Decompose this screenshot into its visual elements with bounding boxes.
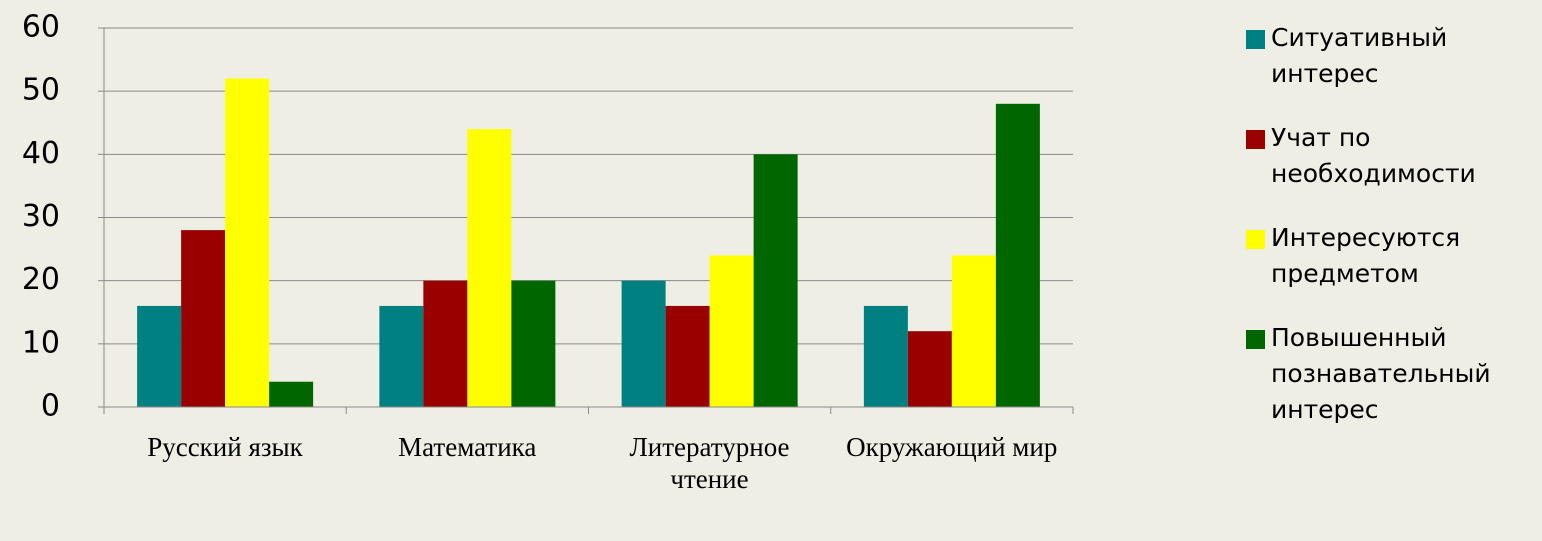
y-tick-label: 50 [22,73,60,108]
x-tick-label: Русский язык [147,432,303,462]
bar [709,255,754,407]
bar [467,129,512,408]
bar [269,381,314,407]
x-tick-label: Окружающий мир [846,432,1058,462]
legend-label: Интересуются предметом [1271,223,1461,288]
y-tick-label: 20 [22,262,60,297]
legend-label: Повышенный познавательный интерес [1271,323,1491,424]
legend: Ситуативный интерес Учат по необходимости… [1246,20,1536,456]
bar [225,78,270,408]
bar [621,280,666,407]
bar [665,305,710,407]
bar [951,255,996,407]
y-tick-label: 40 [22,136,60,171]
legend-swatch [1246,230,1265,249]
legend-swatch [1246,130,1265,149]
legend-entry: Интересуются предметом [1246,220,1536,292]
bar [907,331,952,407]
x-tick-label: Литературное чтение [629,432,790,494]
bar [995,103,1040,408]
legend-entry: Учат по необходимости [1246,120,1536,192]
bar [511,280,556,407]
y-tick-label: 30 [22,199,60,234]
bar [379,305,424,407]
legend-swatch [1246,30,1265,49]
legend-swatch [1246,330,1265,349]
legend-label: Учат по необходимости [1271,123,1476,188]
y-tick-label: 60 [22,10,60,45]
legend-label: Ситуативный интерес [1271,23,1448,88]
legend-entry: Повышенный познавательный интерес [1246,320,1536,428]
bar [137,305,182,407]
y-tick-label: 10 [22,325,60,360]
bar [181,230,226,407]
y-tick-label: 0 [41,389,60,424]
legend-entry: Ситуативный интерес [1246,20,1536,92]
x-tick-label: Математика [398,432,537,462]
bar [753,154,798,407]
bar [863,305,908,407]
bar [423,280,468,407]
